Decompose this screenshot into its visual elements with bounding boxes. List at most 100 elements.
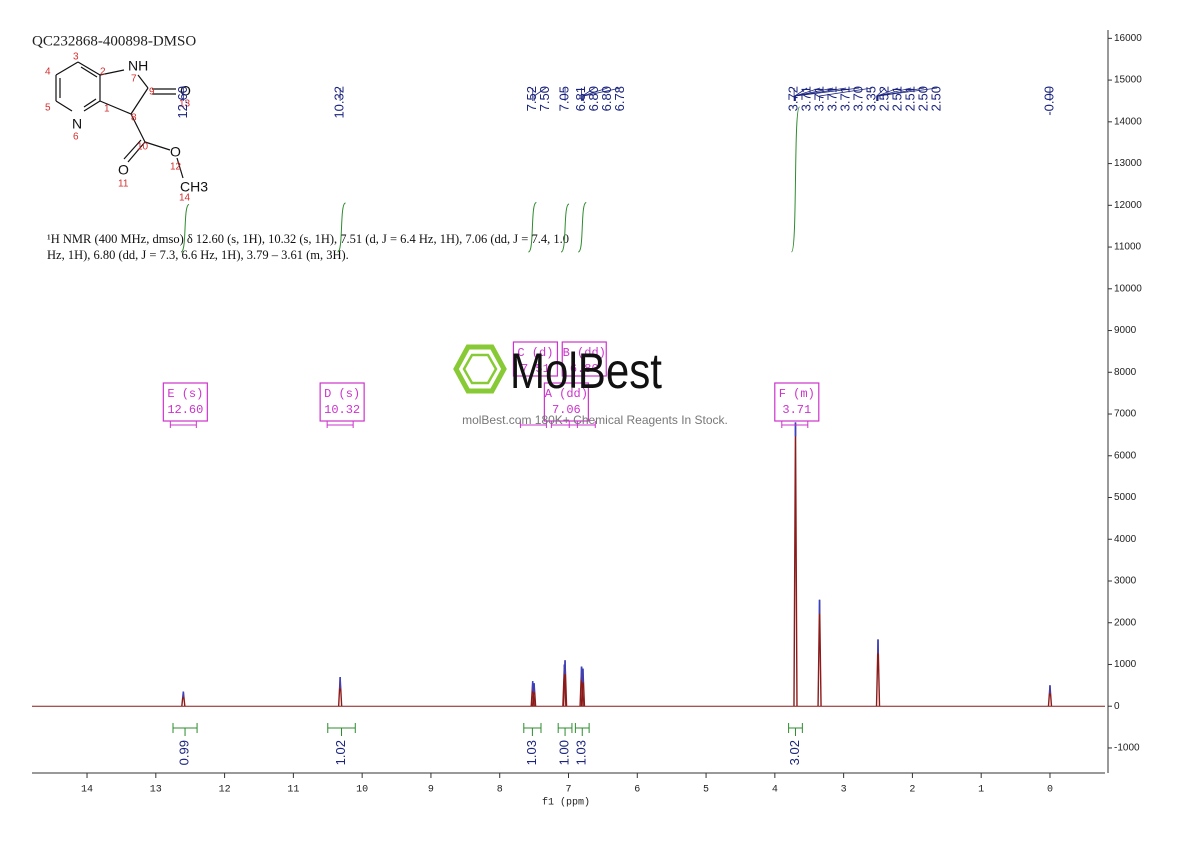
peak-label: 3.35 [864,86,879,111]
y-tick-label: 2000 [1114,617,1137,628]
integral-curve [790,106,800,253]
y-tick-label: 9000 [1114,325,1137,336]
integral-bracket [574,723,590,736]
x-tick-label: 5 [703,785,709,796]
x-tick-label: 13 [150,785,162,796]
y-tick-label: 8000 [1114,367,1137,378]
multiplet-shift: 7.06 [552,403,581,417]
atom-number: 9 [149,87,155,98]
y-tick-label: 0 [1114,701,1120,712]
peak-label-connector [819,87,873,101]
multiplet-name: C (d) [517,346,553,360]
integral-bracket [788,723,803,736]
integral-bracket [327,723,356,736]
atom-number: 11 [118,179,129,190]
y-tick-label: -1000 [1114,743,1140,754]
peak-label: 12.60 [175,86,190,119]
atom-label: O [118,162,129,178]
y-tick-label: 16000 [1114,33,1142,44]
multiplet-box [162,382,208,422]
y-tick-label: 12000 [1114,200,1142,211]
x-tick-label: 12 [219,785,231,796]
peak-label: 2.50 [916,86,931,111]
integral-curve [560,203,570,253]
multiplet-bracket [326,421,354,428]
peak-label-connector [877,87,938,101]
multiplet-name: D (s) [324,387,360,401]
multiplet-box [561,341,607,377]
integral-label: 3.02 [787,740,802,765]
chart-title: QC232868-400898-DMSO [32,33,196,49]
x-tick-label: 4 [772,785,778,796]
multiplet-bracket [550,421,578,428]
x-tick-label: 3 [841,785,847,796]
y-tick-label: 7000 [1114,409,1137,420]
multiplet-shift: 12.60 [167,403,203,417]
multiplet-box [543,382,589,422]
x-tick-label: 11 [287,785,299,796]
atom-numbers: 1 2 3 4 5 6 7 8 9 10 11 12 13 14 [45,52,191,204]
peak [580,668,586,707]
integral-bracket [523,723,542,736]
y-tick-label: 13000 [1114,158,1142,169]
y-tick-label: 15000 [1114,75,1142,86]
peak-label: 2.50 [929,86,944,111]
peak-label-connector [583,87,621,101]
nmr-description: Hz, 1H), 6.80 (dd, J = 7.3, 6.6 Hz, 1H),… [47,248,349,262]
peak-label: -0.00 [1041,86,1056,116]
atom-number: 8 [131,113,137,124]
atom-number: 4 [45,67,51,78]
x-tick-label: 9 [428,785,434,796]
watermark-logo [453,344,507,394]
atom-label: O [170,144,181,160]
peak-label: 6.80 [586,86,601,111]
structure-bonds [55,61,184,179]
integral-label: 1.00 [556,740,571,765]
multiplet-bracket [781,421,809,428]
atom-label: O [180,83,191,99]
atom-label: NH [128,58,148,74]
integral-label: 1.02 [333,740,348,765]
peak-label-connector [794,87,847,101]
atom-label: N [72,116,82,132]
x-tick-label: 2 [909,785,915,796]
multiplet-name: A (dd) [545,387,588,401]
peak [337,676,343,707]
peak-label: 3.71 [825,86,840,111]
x-axis-label: f1 (ppm) [542,797,590,809]
y-tick-label: 4000 [1114,534,1137,545]
x-tick-label: 10 [356,785,368,796]
y-tick-label: 3000 [1114,576,1137,587]
x-tick-label: 6 [634,785,640,796]
integral-label: 1.03 [574,740,589,765]
atom-number: 13 [179,99,191,110]
peak-label: 10.32 [332,86,347,119]
structure-labels: NH O N O O CH3 [72,58,208,195]
integral-curve [337,202,347,253]
multiplet-shift: 10.32 [324,403,360,417]
atom-number: 1 [104,104,110,115]
integral-curve [577,202,587,253]
y-tick-label: 10000 [1114,283,1142,294]
atom-number: 5 [45,103,51,114]
peak-label: 3.71 [799,86,814,111]
y-tick-label: 11000 [1114,242,1142,253]
watermark-brand: MolBest [510,343,662,399]
atom-number: 6 [73,132,79,143]
x-tick-label: 0 [1047,785,1053,796]
peak-label: 6.80 [599,86,614,111]
multiplet-name: F (m) [779,387,815,401]
peak-label: 7.05 [556,86,571,111]
peak-label-connector [876,87,912,101]
integral-label: 0.99 [176,740,191,765]
peak [817,599,822,707]
peak-label: 3.70 [851,86,866,111]
integral-curve [180,203,190,253]
peak-label: 6.81 [573,86,588,111]
multiplet-shift: 6.80 [570,362,599,376]
peak-label-connector [533,87,546,101]
atom-label: CH3 [180,179,208,195]
y-tick-label: 1000 [1114,659,1137,670]
